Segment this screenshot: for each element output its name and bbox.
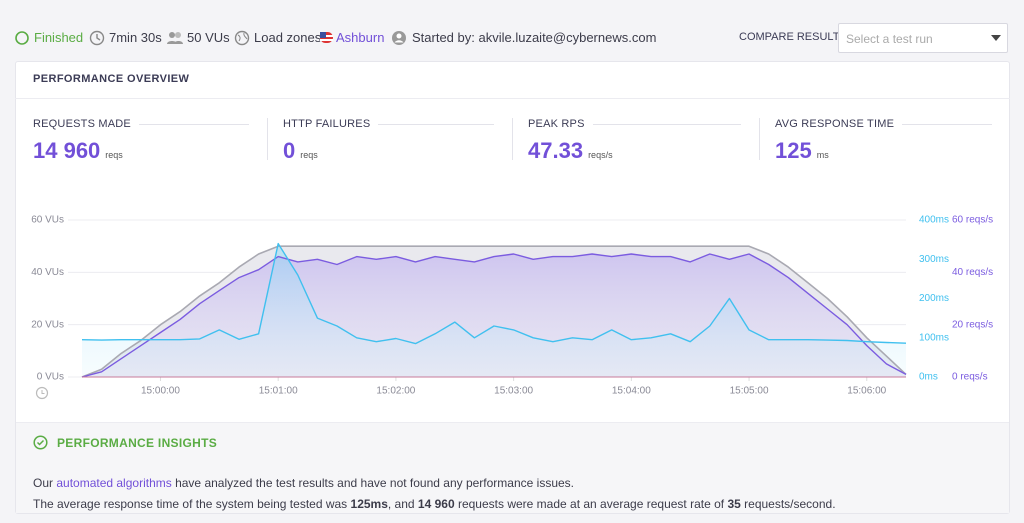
y3-tick-label: 0 reqs/s [952, 372, 988, 383]
started-by: Started by: akvile.luzaite@cybernews.com [412, 30, 657, 45]
vus: 50 VUs [187, 30, 230, 45]
series-area [82, 243, 906, 377]
x-tick-label: 15:01:00 [259, 386, 298, 397]
insights-line: The average response time of the system … [33, 483, 836, 511]
globe-icon [234, 30, 250, 46]
duration: 7min 30s [109, 30, 162, 45]
series-line [81, 253, 907, 378]
y2-tick-label: 400ms [919, 215, 949, 226]
metric-rule [33, 124, 249, 125]
flag-icon [320, 32, 333, 43]
series-line [81, 245, 907, 378]
divider [512, 118, 513, 160]
metric-number: 47.33 [528, 138, 584, 163]
check-icon [33, 435, 48, 450]
compare-label: COMPARE RESULT [739, 31, 840, 43]
value: 35 [727, 497, 741, 511]
text: requests were made at an average request… [454, 497, 728, 511]
y2-tick-label: 0ms [919, 372, 938, 383]
load-zones-label: Load zones: [254, 30, 325, 45]
select-placeholder: Select a test run [846, 32, 933, 46]
chart: 0 VUs 20 VUs 40 VUs 60 VUs 0ms 100ms 200ms 300m… [31, 215, 993, 400]
text: , and [387, 497, 418, 511]
status-icon [15, 31, 29, 45]
text: The average response time of the system … [33, 497, 351, 511]
metric-unit: reqs [105, 150, 123, 160]
clock-icon [89, 30, 105, 46]
users-icon [167, 32, 183, 44]
y2-tick-label: 300ms [919, 254, 949, 265]
status: Finished [34, 30, 84, 45]
metric-unit: reqs/s [588, 150, 613, 160]
metric-label: HTTP FAILURES [283, 118, 379, 130]
metric-rule [283, 124, 494, 125]
metric-number: 14 960 [33, 138, 101, 163]
metric-label: REQUESTS MADE [33, 118, 139, 130]
x-tick-label: 15:06:00 [847, 386, 886, 397]
series-line [81, 242, 907, 345]
metric-value: 0 reqs [283, 138, 318, 164]
y-tick-label: 60 VUs [31, 215, 64, 226]
y3-tick-label: 40 reqs/s [952, 267, 993, 278]
metric-number: 0 [283, 138, 296, 163]
overview-title: PERFORMANCE OVERVIEW [33, 73, 190, 85]
x-tick-label: 15:04:00 [612, 386, 651, 397]
compare-select[interactable]: Select a test run [838, 23, 1008, 53]
insights-line: Our automated algorithms have analyzed t… [33, 462, 574, 490]
value: 14 960 [417, 497, 455, 511]
link[interactable]: automated algorithms [56, 476, 172, 490]
y3-tick-label: 20 reqs/s [952, 319, 993, 330]
metric-value: 14 960 reqs [33, 138, 123, 164]
text: Our [33, 476, 57, 490]
y-tick-label: 0 VUs [37, 372, 64, 383]
insights-panel [16, 422, 1009, 513]
y-tick-label: 20 VUs [31, 319, 64, 330]
load-zone[interactable]: Ashburn [336, 30, 385, 45]
y2-tick-label: 100ms [919, 332, 949, 343]
x-tick-label: 15:02:00 [376, 386, 415, 397]
metric-label: AVG RESPONSE TIME [775, 118, 903, 130]
metric-label: PEAK RPS [528, 118, 593, 130]
divider [759, 118, 760, 160]
y3-tick-label: 60 reqs/s [952, 215, 993, 226]
value: 125ms [350, 497, 388, 511]
insights-title: PERFORMANCE INSIGHTS [57, 436, 218, 450]
metric-unit: ms [816, 150, 829, 160]
metric-value: 47.33 reqs/s [528, 138, 613, 164]
metric-value: 125 ms [775, 138, 829, 164]
user-icon [392, 31, 406, 45]
x-tick-label: 15:00:00 [141, 386, 180, 397]
separator [15, 98, 1010, 99]
x-tick-label: 15:05:00 [730, 386, 769, 397]
metric-number: 125 [775, 138, 812, 163]
text: have analyzed the test results and have … [171, 476, 574, 490]
text: requests/second. [740, 497, 836, 511]
metric-rule [528, 124, 741, 125]
divider [267, 118, 268, 160]
y-tick-label: 40 VUs [31, 267, 64, 278]
x-tick-label: 15:03:00 [494, 386, 533, 397]
y2-tick-label: 200ms [919, 293, 949, 304]
metric-unit: reqs [300, 150, 318, 160]
time-icon [35, 386, 49, 400]
dropdown-arrow [991, 35, 1001, 41]
